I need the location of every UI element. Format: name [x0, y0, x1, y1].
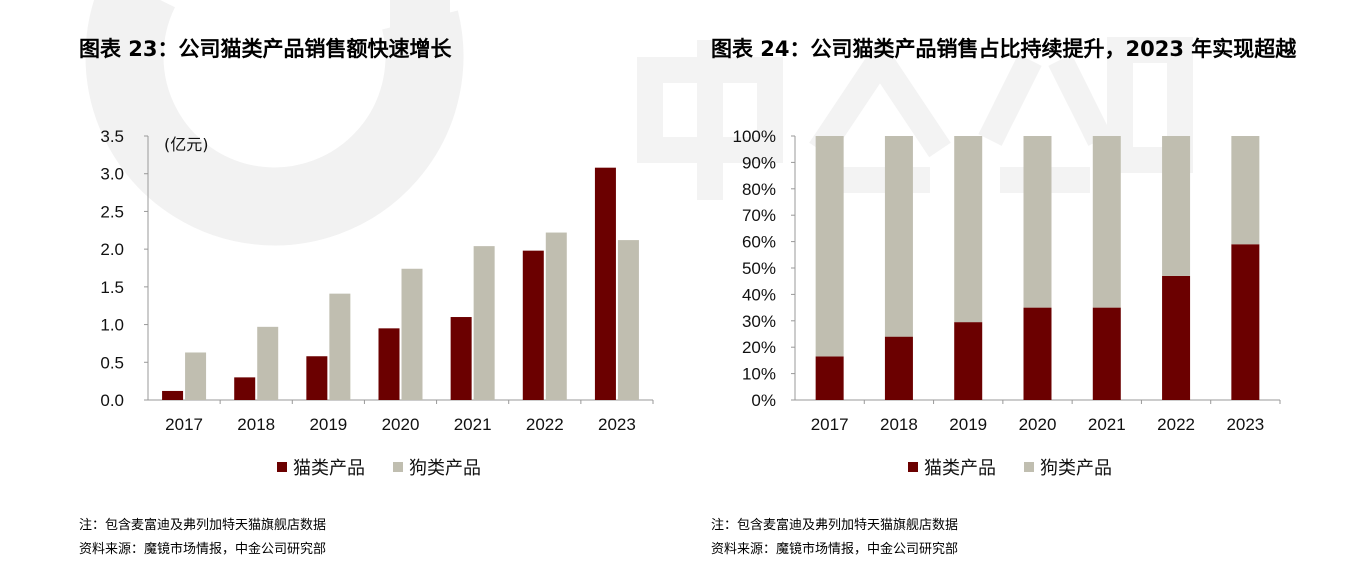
bar-cat [450, 317, 472, 400]
y-tick-label: 0.0 [100, 391, 124, 410]
bar-cat [378, 328, 400, 400]
y-tick-label: 30% [742, 312, 776, 331]
y-tick-label: 20% [742, 338, 776, 357]
chart-note-sales: 注：包含麦富迪及弗列加特天猫旗舰店数据 [79, 518, 327, 533]
legend-label-dog: 狗类产品 [409, 458, 481, 479]
y-tick-label: 2.5 [100, 202, 124, 221]
x-tick-label: 2019 [309, 415, 347, 434]
legend-label-dog: 狗类产品 [1040, 458, 1112, 479]
x-tick-label: 2018 [237, 415, 275, 434]
chart-panel-share: 图表 24：公司猫类产品销售占比持续提升，2023 年实现超越 0% 10% 20%… [680, 0, 1360, 585]
bar-cat [594, 167, 616, 400]
bar-segment-cat [815, 356, 844, 400]
bar-segment-dog [1092, 136, 1121, 308]
bar-segment-cat [954, 322, 983, 400]
bar-dog [257, 326, 279, 400]
bar-segment-dog [1162, 136, 1191, 276]
legend-swatch-cat [277, 462, 287, 472]
x-tick-label: 2018 [880, 415, 918, 434]
y-tick-label: 0% [751, 391, 776, 410]
x-tick-label: 2021 [1088, 415, 1126, 434]
y-tick-label: 60% [742, 233, 776, 252]
chart-source-share: 资料来源：魔镜市场情报，中金公司研究部 [711, 542, 959, 557]
bar-dog [185, 352, 207, 400]
chart-title-share: 图表 24：公司猫类产品销售占比持续提升，2023 年实现超越 [711, 37, 1297, 61]
y-tick-label: 3.5 [100, 127, 124, 146]
legend-swatch-dog [393, 462, 403, 472]
bar-cat [162, 390, 184, 400]
bar-segment-cat [1231, 244, 1260, 400]
y-tick-label: 70% [742, 206, 776, 225]
x-tick-label: 2017 [811, 415, 849, 434]
bar-cat [522, 250, 544, 400]
chart-title-sales: 图表 23：公司猫类产品销售额快速增长 [79, 37, 452, 61]
chart-note-share: 注：包含麦富迪及弗列加特天猫旗舰店数据 [711, 518, 959, 533]
legend-swatch-dog [1024, 462, 1034, 472]
x-tick-label: 2022 [526, 415, 564, 434]
x-tick-label: 2020 [382, 415, 420, 434]
bar-dog [473, 246, 495, 400]
bar-segment-cat [884, 336, 913, 400]
bar-dog [401, 268, 423, 400]
bar-segment-dog [954, 136, 983, 323]
legend-label-cat: 猫类产品 [293, 458, 365, 479]
chart-panel-sales: 图表 23：公司猫类产品销售额快速增长 0.0 0.5 1.0 1.5 2.0 2.5 3.… [79, 37, 654, 557]
unit-label: (亿元) [164, 135, 209, 154]
bar-cat [306, 356, 328, 400]
bar-segment-cat [1023, 307, 1052, 400]
x-tick-label: 2020 [1019, 415, 1057, 434]
y-tick-label: 50% [742, 259, 776, 278]
legend-label-cat: 猫类产品 [924, 458, 996, 479]
bar-dog [617, 240, 639, 400]
x-tick-label: 2021 [454, 415, 492, 434]
y-tick-label: 80% [742, 180, 776, 199]
y-tick-label: 40% [742, 285, 776, 304]
bar-segment-dog [884, 136, 913, 337]
y-tick-label: 0.5 [100, 353, 124, 372]
x-tick-label: 2019 [949, 415, 987, 434]
chart-source-sales: 资料来源：魔镜市场情报，中金公司研究部 [79, 542, 327, 557]
x-tick-label: 2022 [1157, 415, 1195, 434]
stacked-bar-chart-share: 0% 10% 20% 30% 40% 50% 60% 70% 80% 90% 100% 2017 201… [733, 127, 1281, 479]
bar-dog [329, 293, 351, 400]
y-tick-label: 3.0 [100, 165, 124, 184]
y-tick-label: 2.0 [100, 240, 124, 259]
legend-swatch-cat [908, 462, 918, 472]
y-tick-label: 100% [733, 127, 776, 146]
bar-cat [234, 377, 256, 400]
y-tick-label: 1.0 [100, 316, 124, 335]
bar-chart-sales: 0.0 0.5 1.0 1.5 2.0 2.5 3.0 3.5 (亿元) 2017 2018 2019… [100, 127, 654, 479]
bar-segment-dog [1023, 136, 1052, 308]
y-tick-label: 1.5 [100, 278, 124, 297]
x-tick-label: 2023 [598, 415, 636, 434]
x-tick-label: 2023 [1226, 415, 1264, 434]
bar-segment-dog [1231, 136, 1260, 245]
bar-dog [545, 232, 567, 400]
y-tick-label: 10% [742, 365, 776, 384]
bar-segment-cat [1162, 275, 1191, 400]
bar-segment-cat [1092, 307, 1121, 400]
x-tick-label: 2017 [165, 415, 203, 434]
y-tick-label: 90% [742, 153, 776, 172]
bar-segment-dog [815, 136, 844, 357]
